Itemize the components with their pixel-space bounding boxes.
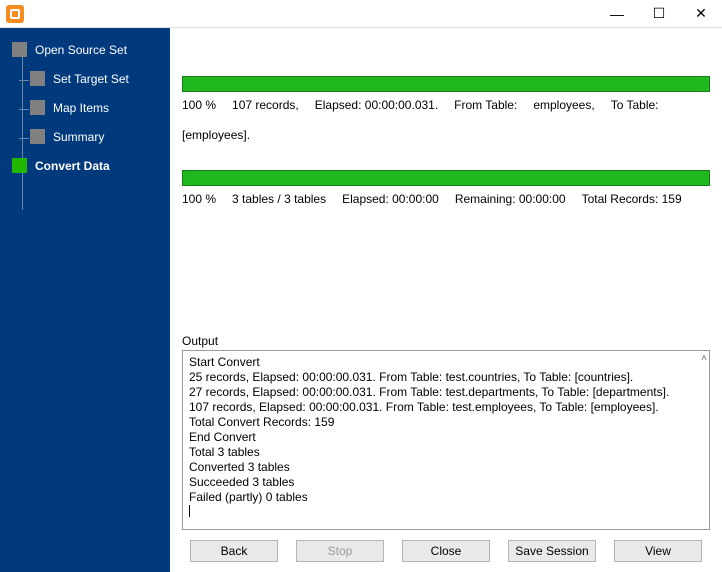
progress-zone: 100 % 107 records, Elapsed: 00:00:00.031… [182, 36, 710, 206]
minimize-button[interactable]: — [596, 0, 638, 27]
step-status-box [30, 100, 45, 115]
table-percent: 100 % [182, 192, 216, 206]
output-line: Succeeded 3 tables [189, 475, 703, 490]
output-line: Total Convert Records: 159 [189, 415, 703, 430]
spacer [182, 206, 710, 304]
record-elapsed: Elapsed: 00:00:00.031. [315, 98, 438, 112]
wizard-steps-tree: Open Source Set Set Target Set Map Items Su… [8, 42, 162, 173]
table-progress-bar [182, 170, 710, 186]
wizard-step-open-source-set[interactable]: Open Source Set [8, 42, 162, 57]
step-status-box [12, 42, 27, 57]
output-line: Failed (partly) 0 tables [189, 490, 703, 505]
step-label: Map Items [53, 101, 109, 115]
output-textarea[interactable]: ˄ Start Convert25 records, Elapsed: 00:0… [182, 350, 710, 530]
output-line: Start Convert [189, 355, 703, 370]
table-progress-details: 100 % 3 tables / 3 tables Elapsed: 00:00… [182, 192, 710, 206]
window-controls: — ☐ ✕ [596, 0, 722, 27]
record-from-label: From Table: [454, 98, 517, 112]
content-area: Open Source Set Set Target Set Map Items Su… [0, 28, 722, 572]
record-to-label: To Table: [611, 98, 659, 112]
step-label: Convert Data [35, 159, 110, 173]
output-line: 107 records, Elapsed: 00:00:00.031. From… [189, 400, 703, 415]
main-panel: 100 % 107 records, Elapsed: 00:00:00.031… [170, 28, 722, 572]
close-button[interactable]: Close [402, 540, 490, 562]
step-label: Set Target Set [53, 72, 129, 86]
table-total: Total Records: 159 [582, 192, 682, 206]
wizard-step-convert-data[interactable]: Convert Data [8, 158, 162, 173]
scroll-up-icon[interactable]: ˄ [701, 353, 707, 366]
wizard-sidebar: Open Source Set Set Target Set Map Items Su… [0, 28, 170, 572]
step-label: Open Source Set [35, 43, 127, 57]
text-caret [189, 505, 190, 517]
step-status-box [12, 158, 27, 173]
record-progress-details: 100 % 107 records, Elapsed: 00:00:00.031… [182, 98, 710, 142]
button-row: Back Stop Close Save Session View [182, 530, 710, 562]
app-icon [6, 5, 24, 23]
record-percent: 100 % [182, 98, 216, 112]
step-status-box [30, 129, 45, 144]
table-remaining: Remaining: 00:00:00 [455, 192, 566, 206]
titlebar: — ☐ ✕ [0, 0, 722, 28]
wizard-step-set-target-set[interactable]: Set Target Set [8, 71, 162, 86]
output-line: End Convert [189, 430, 703, 445]
wizard-step-map-items[interactable]: Map Items [8, 100, 162, 115]
output-line: Total 3 tables [189, 445, 703, 460]
output-line: 25 records, Elapsed: 00:00:00.031. From … [189, 370, 703, 385]
view-button[interactable]: View [614, 540, 702, 562]
table-elapsed: Elapsed: 00:00:00 [342, 192, 439, 206]
maximize-button[interactable]: ☐ [638, 0, 680, 27]
output-label: Output [182, 334, 710, 348]
wizard-step-summary[interactable]: Summary [8, 129, 162, 144]
save-session-button[interactable]: Save Session [508, 540, 596, 562]
table-count: 3 tables / 3 tables [232, 192, 326, 206]
record-from-value: employees, [533, 98, 594, 112]
record-to-value: [employees]. [182, 128, 710, 142]
output-line: Converted 3 tables [189, 460, 703, 475]
step-status-box [30, 71, 45, 86]
step-label: Summary [53, 130, 104, 144]
back-button[interactable]: Back [190, 540, 278, 562]
stop-button: Stop [296, 540, 384, 562]
close-window-button[interactable]: ✕ [680, 0, 722, 27]
record-progress-bar [182, 76, 710, 92]
output-line: 27 records, Elapsed: 00:00:00.031. From … [189, 385, 703, 400]
record-count: 107 records, [232, 98, 299, 112]
